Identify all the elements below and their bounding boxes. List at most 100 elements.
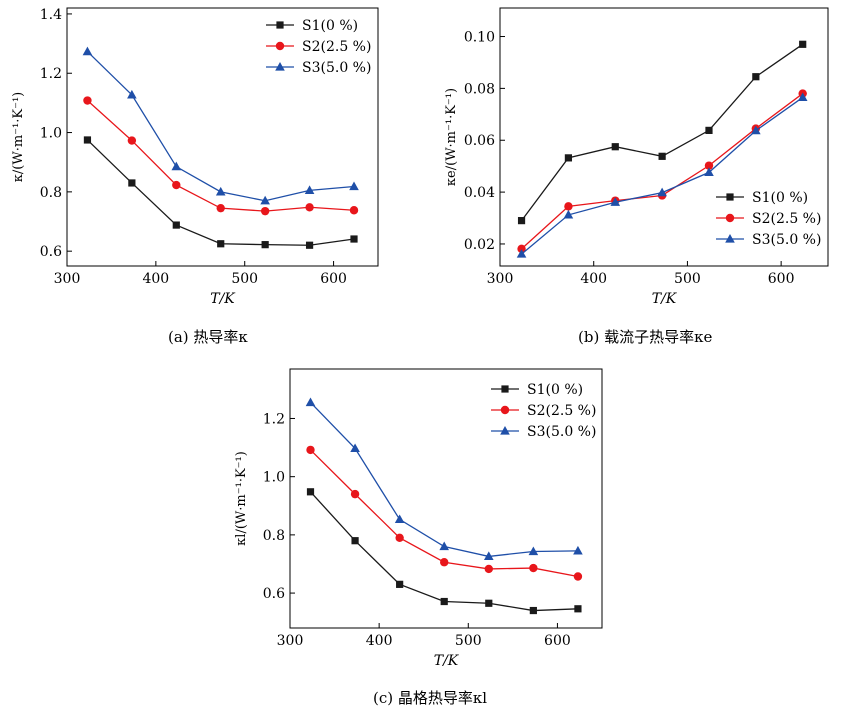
x-tick-label: 300 xyxy=(277,633,304,649)
y-tick-label: 0.8 xyxy=(263,528,285,544)
data-point xyxy=(564,154,573,162)
x-tick-label: 600 xyxy=(544,633,571,649)
data-point xyxy=(305,241,314,249)
data-point xyxy=(350,489,360,499)
y-tick-label: 1.4 xyxy=(40,7,62,23)
data-point xyxy=(658,152,666,160)
data-point xyxy=(83,96,92,105)
x-tick-label: 300 xyxy=(54,271,81,287)
y-tick-label: 0.08 xyxy=(464,81,495,97)
x-tick-label: 300 xyxy=(487,271,514,287)
y-tick-label: 1.0 xyxy=(40,126,62,142)
caption-b: (b) 载流子热导率κe xyxy=(578,328,713,346)
data-point xyxy=(440,597,448,606)
data-point xyxy=(439,541,450,551)
chart-c: 300 400 500 600 0.6 0.8 1.0 1.2 T/K κl/(W·m⁻¹·K⁻¹… xyxy=(234,368,603,669)
y-axis-label: κ/(W·m⁻¹·K⁻¹) xyxy=(11,92,26,182)
y-tick-label: 0.02 xyxy=(464,237,495,253)
data-point xyxy=(528,546,539,556)
data-point xyxy=(517,244,526,254)
data-point xyxy=(351,537,359,545)
data-point xyxy=(349,206,359,215)
data-point xyxy=(574,605,582,613)
data-point xyxy=(483,551,494,561)
y-tick-label: 0.6 xyxy=(40,244,62,260)
data-point xyxy=(704,161,714,170)
data-point xyxy=(573,545,583,555)
data-point xyxy=(350,443,360,453)
y-tick-label: 1.2 xyxy=(263,411,285,427)
x-axis-label: T/K xyxy=(434,653,460,669)
legend-label: S2(2.5 %) xyxy=(752,211,821,227)
data-point xyxy=(306,445,315,455)
data-point xyxy=(564,202,573,211)
legend-marker xyxy=(276,21,284,29)
x-tick-label: 600 xyxy=(320,271,347,287)
legend-label: S2(2.5 %) xyxy=(302,39,371,55)
data-point xyxy=(394,514,405,524)
data-point xyxy=(215,186,226,196)
data-point xyxy=(752,73,760,81)
data-point xyxy=(517,217,526,225)
data-point xyxy=(529,563,538,573)
x-axis-label: T/K xyxy=(652,291,678,307)
data-point xyxy=(216,203,225,213)
data-point xyxy=(799,40,807,48)
y-tick-label: 1.2 xyxy=(40,66,62,82)
data-point xyxy=(260,195,270,205)
y-tick-label: 0.6 xyxy=(263,586,285,602)
data-point xyxy=(127,136,137,145)
data-point xyxy=(304,185,315,194)
y-tick-label: 0.8 xyxy=(40,185,62,201)
legend-label: S2(2.5 %) xyxy=(527,403,596,419)
y-tick-label: 0.10 xyxy=(464,30,495,46)
data-point xyxy=(516,249,527,258)
data-point xyxy=(395,533,404,542)
data-point xyxy=(127,89,137,99)
legend-marker xyxy=(725,234,735,243)
data-point xyxy=(705,126,713,134)
caption-a: (a) 热导率κ xyxy=(168,328,248,346)
data-point xyxy=(440,558,449,567)
data-point xyxy=(563,209,574,219)
x-tick-label: 600 xyxy=(768,271,795,287)
x-tick-label: 400 xyxy=(142,271,169,287)
plot-frame xyxy=(499,7,829,267)
data-point xyxy=(171,161,182,171)
y-tick-label: 0.06 xyxy=(464,133,495,149)
chart-a: 300 400 500 600 0.6 0.8 1.0 1.2 1.4 T/K κ/(W·m⁻¹·K… xyxy=(11,7,379,307)
data-point xyxy=(260,206,270,216)
x-tick-label: 400 xyxy=(366,633,393,649)
y-tick-label: 0.04 xyxy=(464,185,495,201)
data-point xyxy=(83,136,92,144)
data-point xyxy=(797,92,808,102)
data-point xyxy=(306,488,315,496)
legend-marker xyxy=(275,41,285,51)
legend-marker xyxy=(275,62,285,71)
data-point xyxy=(529,606,537,615)
data-point xyxy=(485,599,493,607)
series-line xyxy=(310,449,579,578)
data-point xyxy=(172,180,181,190)
x-tick-label: 500 xyxy=(231,271,258,287)
x-axis-label: T/K xyxy=(210,291,236,307)
data-point xyxy=(128,179,136,187)
caption-c: (c) 晶格热导率κl xyxy=(373,689,488,707)
data-point xyxy=(217,240,225,248)
legend-marker xyxy=(500,405,510,415)
data-point xyxy=(349,181,359,191)
data-point xyxy=(704,167,714,176)
data-point xyxy=(657,187,667,197)
chart-b: 300 400 500 600 0.02 0.04 0.06 0.08 0.10 T/K κe/(W… xyxy=(444,7,829,307)
data-point xyxy=(573,572,583,581)
data-point xyxy=(611,143,619,151)
x-tick-label: 400 xyxy=(580,271,607,287)
legend-label: S3(5.0 %) xyxy=(752,232,821,248)
legend-label: S3(5.0 %) xyxy=(302,60,371,76)
legend-label: S1(0 %) xyxy=(752,190,808,206)
legend-label: S1(0 %) xyxy=(527,382,583,398)
legend-label: S1(0 %) xyxy=(302,18,358,34)
y-tick-label: 1.0 xyxy=(263,470,285,486)
data-point xyxy=(610,197,621,206)
